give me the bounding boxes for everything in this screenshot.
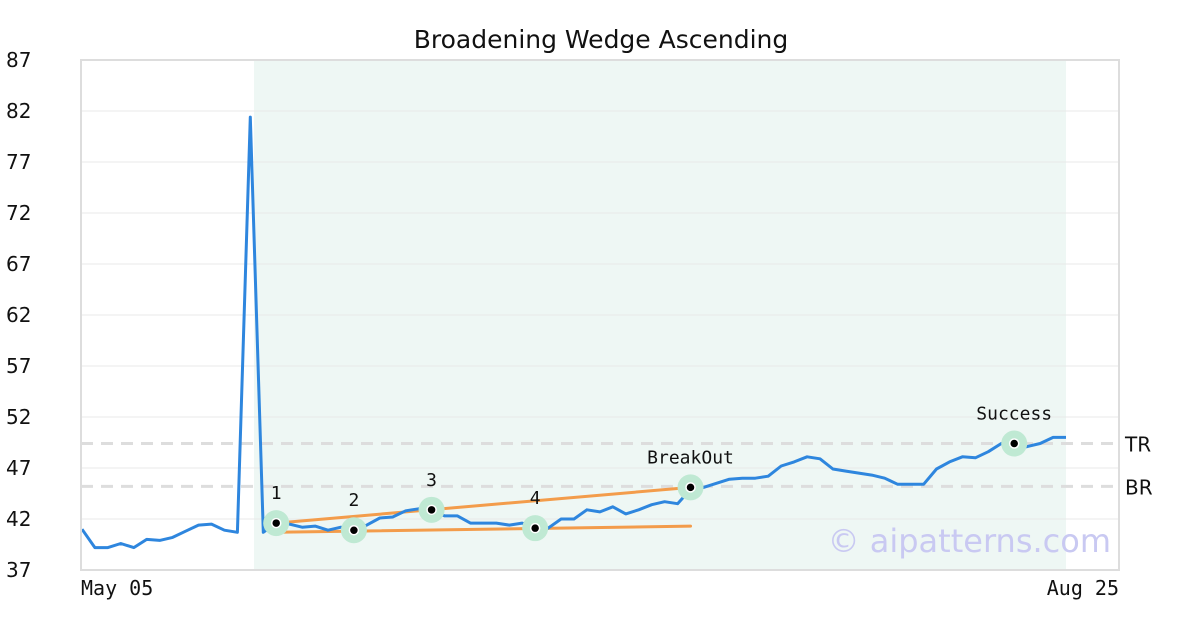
y-tick-label: 52 bbox=[6, 405, 31, 429]
point-label: 3 bbox=[426, 470, 437, 491]
pattern-points: 1 2 3 4 BreakOut Success bbox=[263, 404, 1052, 544]
y-tick-label: 47 bbox=[6, 456, 31, 480]
x-tick-label: Aug 25 bbox=[1047, 576, 1119, 600]
level-label: BR bbox=[1125, 475, 1153, 499]
point-marker bbox=[529, 522, 541, 534]
level-label: TR bbox=[1124, 433, 1151, 457]
x-tick-label: May 05 bbox=[81, 576, 153, 600]
trend-line bbox=[274, 485, 693, 525]
y-tick-label: 62 bbox=[6, 303, 31, 327]
point-marker bbox=[1008, 438, 1020, 449]
y-tick-label: 67 bbox=[6, 252, 31, 276]
plot-frame bbox=[80, 59, 1120, 571]
x-axis-ticks: May 05 Aug 25 bbox=[81, 576, 1119, 600]
point-marker bbox=[270, 517, 282, 529]
y-tick-label: 82 bbox=[6, 99, 31, 123]
y-tick-label: 57 bbox=[6, 354, 31, 378]
chart-title: Broadening Wedge Ascending bbox=[414, 25, 789, 54]
watermark: © aipatterns.com bbox=[828, 522, 1111, 560]
y-tick-label: 42 bbox=[6, 507, 31, 531]
point-label: BreakOut bbox=[647, 447, 734, 468]
point-marker bbox=[348, 524, 360, 536]
y-tick-label: 72 bbox=[6, 201, 31, 225]
point-label: 2 bbox=[348, 490, 359, 511]
point-marker bbox=[426, 504, 437, 516]
y-tick-label: 87 bbox=[6, 48, 31, 72]
point-label: 1 bbox=[271, 483, 282, 504]
point-marker bbox=[685, 482, 696, 493]
y-tick-label: 37 bbox=[6, 558, 31, 582]
y-axis-ticks: 87 82 77 72 67 62 57 52 47 42 37 bbox=[6, 48, 31, 582]
price-levels: TR BR bbox=[81, 433, 1153, 499]
y-tick-label: 77 bbox=[6, 150, 31, 174]
point-label: 4 bbox=[530, 488, 541, 509]
price-series-line bbox=[80, 115, 1066, 550]
point-label: Success bbox=[976, 404, 1052, 425]
